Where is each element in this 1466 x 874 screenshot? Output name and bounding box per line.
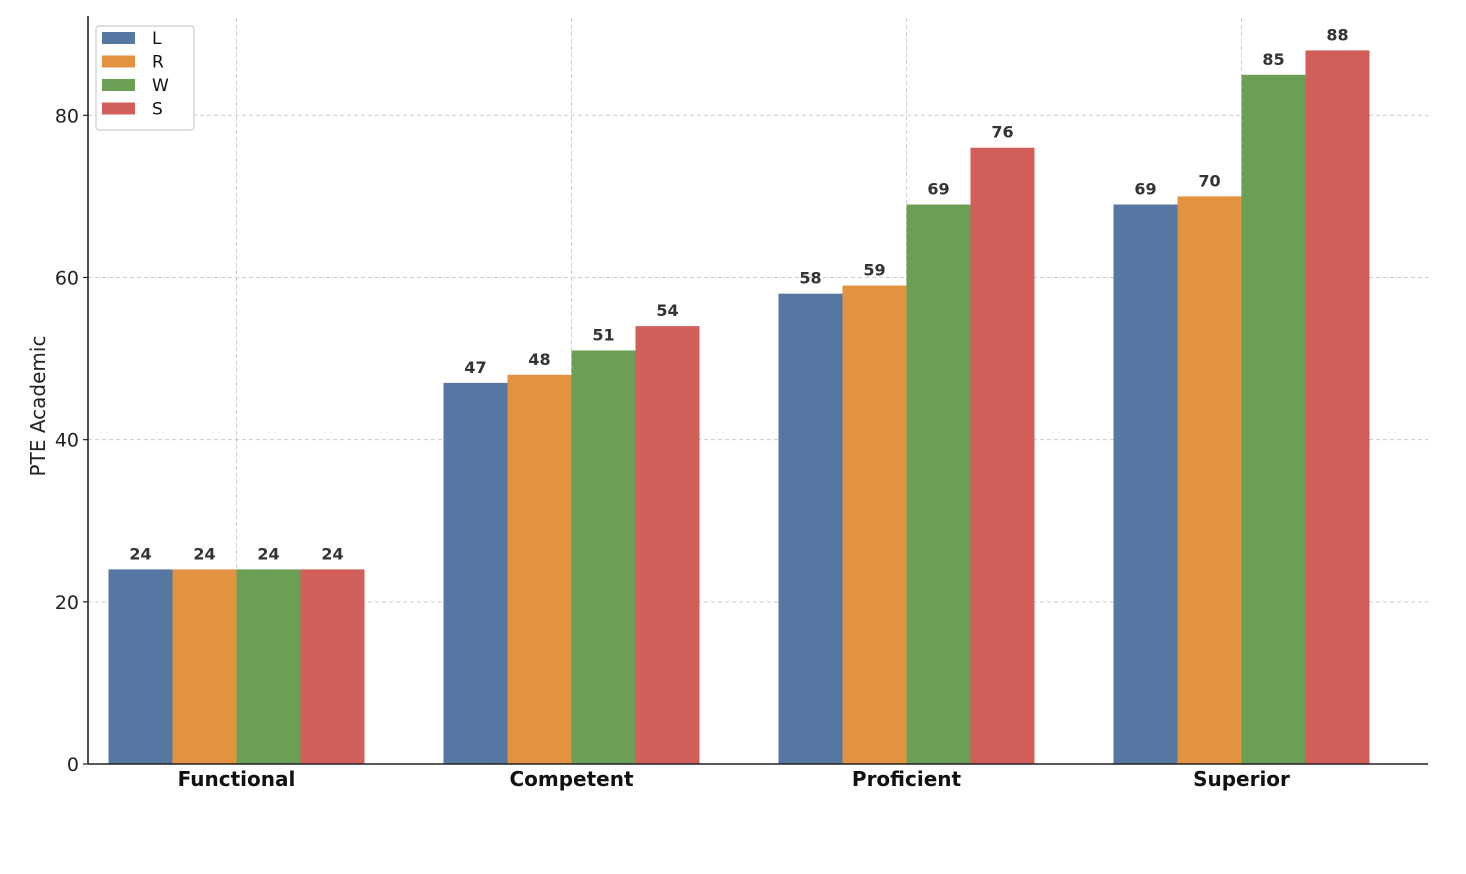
bar-W-superior (1241, 74, 1306, 765)
legend-label: R (152, 53, 164, 73)
bar-R-proficient (842, 285, 907, 764)
y-tick-label: 40 (55, 430, 79, 452)
bar-L-functional (108, 569, 173, 764)
y-tick-label: 20 (55, 592, 79, 614)
bar-L-competent (443, 382, 508, 764)
bar-R-competent (507, 374, 572, 764)
legend-swatch-W (102, 79, 135, 91)
data-label: 24 (129, 544, 151, 563)
y-tick-label: 80 (55, 105, 79, 127)
bar-S-functional (300, 569, 365, 764)
bar-S-competent (635, 326, 700, 764)
bar-L-proficient (778, 293, 843, 764)
legend-label: L (152, 29, 162, 49)
x-tick-label: Functional (178, 767, 296, 791)
data-label: 58 (799, 269, 821, 288)
data-label: 85 (1262, 50, 1284, 69)
bar-S-superior (1305, 50, 1370, 764)
data-label: 24 (257, 544, 279, 563)
data-label: 69 (927, 180, 949, 199)
legend-label: W (152, 76, 169, 96)
legend-swatch-S (102, 102, 135, 115)
data-label: 69 (1134, 180, 1156, 199)
bars-layer (108, 50, 1370, 765)
bar-W-competent (571, 350, 636, 764)
legend-swatch-R (102, 55, 135, 68)
bar-R-functional (172, 569, 237, 764)
data-label: 59 (863, 261, 885, 280)
x-tick-label: Proficient (852, 767, 962, 791)
data-label: 70 (1198, 171, 1220, 190)
bar-R-superior (1177, 196, 1242, 765)
data-label: 48 (528, 350, 550, 369)
legend-swatch-L (102, 32, 135, 44)
y-axis-title: PTE Academic (26, 336, 50, 477)
x-tick-label: Superior (1193, 767, 1290, 791)
y-tick-label: 60 (55, 267, 79, 289)
data-label: 24 (321, 544, 343, 563)
bar-L-superior (1113, 204, 1178, 764)
value-labels-layer: 24 47 58 69 24 48 59 70 24 51 69 85 24 54 76 88 (129, 25, 1348, 563)
bar-W-functional (236, 569, 301, 764)
data-label: 47 (464, 358, 486, 377)
data-label: 24 (193, 544, 215, 563)
y-tick-label: 0 (67, 754, 79, 776)
legend-label: S (152, 100, 163, 120)
bar-S-proficient (970, 147, 1035, 764)
data-label: 51 (592, 325, 614, 344)
data-label: 54 (656, 301, 678, 320)
data-label: 88 (1326, 25, 1348, 44)
x-tick-label: Competent (509, 767, 634, 791)
data-label: 76 (991, 123, 1013, 142)
axes-layer: 0 20 40 60 80 Functional Competent Proficient Su… (55, 16, 1428, 791)
bar-W-proficient (906, 204, 971, 764)
